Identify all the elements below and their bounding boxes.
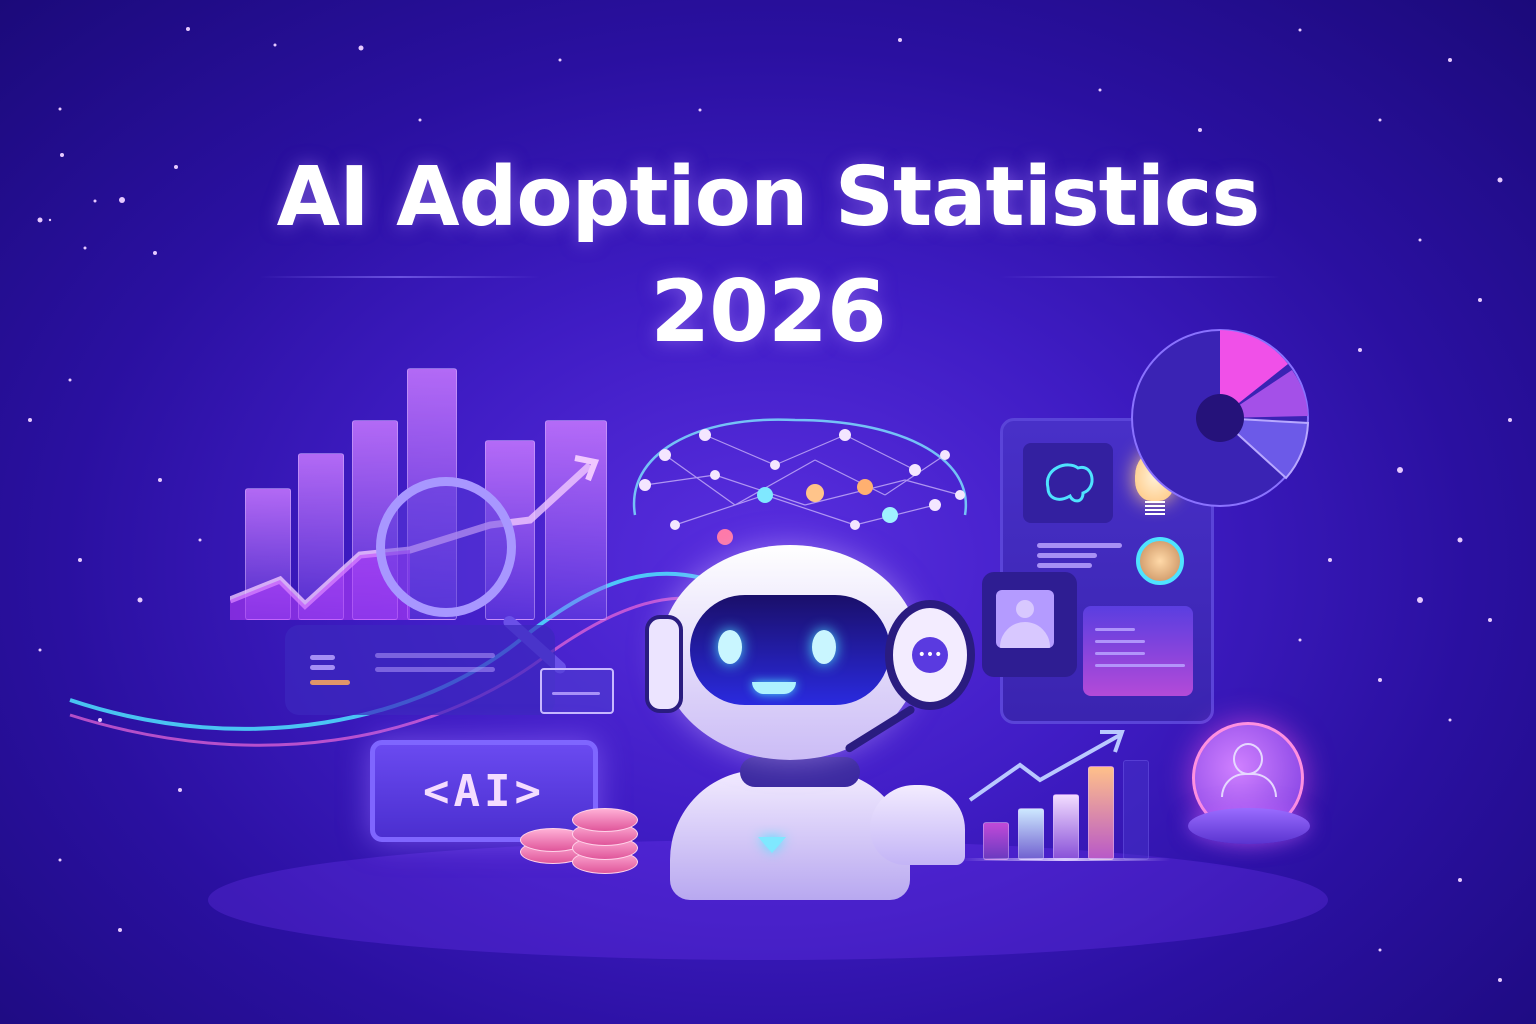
user-avatar-icon bbox=[996, 590, 1054, 648]
title-divider-right bbox=[1000, 276, 1280, 278]
headset-dots: ••• bbox=[912, 637, 948, 673]
title-divider-left bbox=[260, 276, 540, 278]
robot-heart-light bbox=[758, 837, 786, 853]
robot-eye-right bbox=[812, 630, 836, 664]
ai-tag-label: <AI> bbox=[423, 765, 545, 817]
robot-ear-left bbox=[645, 615, 683, 713]
robot-assistant: ••• bbox=[640, 545, 975, 900]
coins-icon bbox=[520, 800, 650, 880]
pie-chart-icon bbox=[1131, 329, 1310, 507]
chart-baseline bbox=[960, 858, 1170, 861]
trend-arrow-icon-2 bbox=[968, 730, 1125, 802]
growth-bar-chart-icon bbox=[968, 720, 1170, 860]
hand-icon bbox=[1136, 537, 1184, 585]
small-text-card bbox=[540, 668, 614, 714]
lightbulb-base bbox=[1145, 501, 1165, 515]
robot-eye-left bbox=[718, 630, 742, 664]
page-title: AI Adoption Statistics bbox=[276, 150, 1261, 245]
brain-icon bbox=[1023, 443, 1113, 523]
robot-smile bbox=[752, 682, 796, 694]
document-card bbox=[285, 625, 555, 715]
neural-network-brain-icon bbox=[632, 418, 968, 545]
robot-neck bbox=[740, 757, 860, 787]
ai-code-tag: <AI> bbox=[370, 740, 598, 842]
pedestal bbox=[1188, 808, 1310, 844]
headset-icon: ••• bbox=[885, 600, 975, 710]
user-avatar-card bbox=[982, 572, 1077, 677]
robot-arm bbox=[870, 785, 965, 865]
magnifier-icon bbox=[376, 477, 516, 617]
page-title-year: 2026 bbox=[650, 262, 886, 362]
text-card bbox=[1083, 606, 1193, 696]
